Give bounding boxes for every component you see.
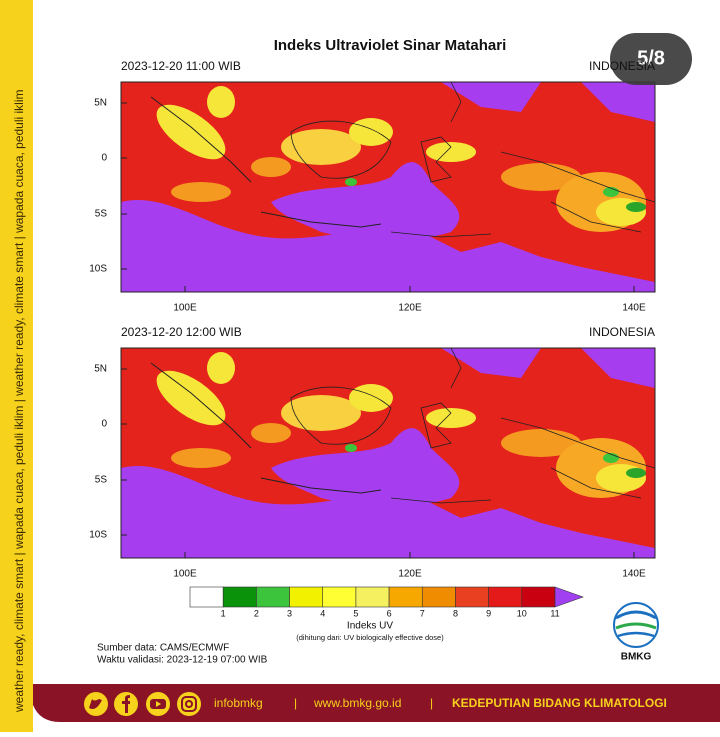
lon-label: 120E: [398, 569, 422, 580]
colorbar-tick-label: 3: [287, 608, 292, 618]
colorbar-segment: [355, 586, 390, 608]
map-region: INDONESIA: [589, 325, 655, 339]
sidebar: [0, 0, 33, 732]
colorbar-segment: [289, 586, 324, 608]
footer-separator: |: [294, 696, 297, 710]
sidebar-text: weather ready, climate smart | wapada cu…: [12, 89, 26, 713]
colorbar-tick-label: 7: [420, 608, 425, 618]
colorbar-tick-label: 9: [486, 608, 491, 618]
colorbar-segment: [521, 586, 556, 608]
colorbar-segment: [256, 586, 290, 608]
lat-label: 5S: [95, 475, 108, 486]
lon-label: 100E: [173, 569, 197, 580]
footer-handle[interactable]: infobmkg: [214, 696, 263, 710]
footer-website[interactable]: www.bmkg.go.id: [313, 696, 401, 710]
colorbar-segment: [322, 586, 357, 608]
colorbar-segment: [388, 586, 423, 608]
colorbar-segment: [189, 586, 224, 608]
lat-label: 10S: [89, 264, 107, 275]
footer-org: KEDEPUTIAN BIDANG KLIMATOLOGI: [452, 696, 667, 710]
lat-label: 10S: [89, 530, 107, 541]
colorbar-note: (dihitung dari: UV biologically effectiv…: [296, 633, 444, 642]
page-indicator-text: 5/8: [637, 47, 665, 69]
map-panel: [120, 347, 656, 559]
colorbar-tick-label: 8: [453, 608, 458, 618]
lat-label: 0: [101, 153, 107, 164]
colorbar-tick-label: 4: [320, 608, 325, 618]
colorbar-tick-label: 6: [387, 608, 392, 618]
colorbar-segment: [222, 586, 257, 608]
map-time: 2023-12-20 11:00 WIB: [121, 59, 241, 73]
lon-label: 140E: [622, 569, 646, 580]
validity: Waktu validasi: 2023-12-19 07:00 WIB: [97, 655, 268, 666]
map-frame: [120, 347, 656, 559]
uv-map: [121, 348, 655, 558]
colorbar-segment: [421, 586, 456, 608]
colorbar-tick-label: 1: [221, 608, 226, 618]
social-icons: [84, 692, 201, 716]
colorbar-tick-label: 5: [353, 608, 358, 618]
colorbar-segment: [488, 586, 523, 608]
lon-label: 140E: [622, 303, 646, 314]
colorbar: 1 2 3 4 5 6 7 8 9 10 11: [189, 586, 584, 618]
lon-label: 100E: [173, 303, 197, 314]
lon-label: 120E: [398, 303, 422, 314]
map-region: INDONESIA: [589, 59, 655, 73]
map-frame: [120, 81, 656, 293]
title: Indeks Ultraviolet Sinar Matahari: [274, 37, 507, 54]
maps: [120, 81, 656, 559]
lat-label: 5S: [95, 209, 108, 220]
colorbar-tick-label: 10: [517, 608, 527, 618]
colorbar-arrow: [554, 586, 584, 608]
colorbar-segment: [455, 586, 489, 608]
footer-bar: [33, 684, 720, 722]
colorbar-tick-label: 11: [550, 608, 559, 618]
bmkg-logo: BMKG: [613, 602, 659, 663]
lat-label: 5N: [94, 364, 107, 375]
colorbar-tick-label: 2: [254, 608, 259, 618]
map-panel: [120, 81, 656, 293]
source: Sumber data: CAMS/ECMWF: [97, 643, 229, 654]
lat-label: 5N: [94, 98, 107, 109]
instagram-icon[interactable]: [177, 692, 201, 716]
logo-text: BMKG: [621, 652, 652, 663]
page-indicator: 5/8: [610, 33, 692, 85]
map-time: 2023-12-20 12:00 WIB: [121, 325, 242, 339]
footer-separator: |: [430, 696, 433, 710]
colorbar-label: Indeks UV: [347, 621, 393, 632]
uv-map: [121, 82, 655, 292]
lat-label: 0: [101, 419, 107, 430]
